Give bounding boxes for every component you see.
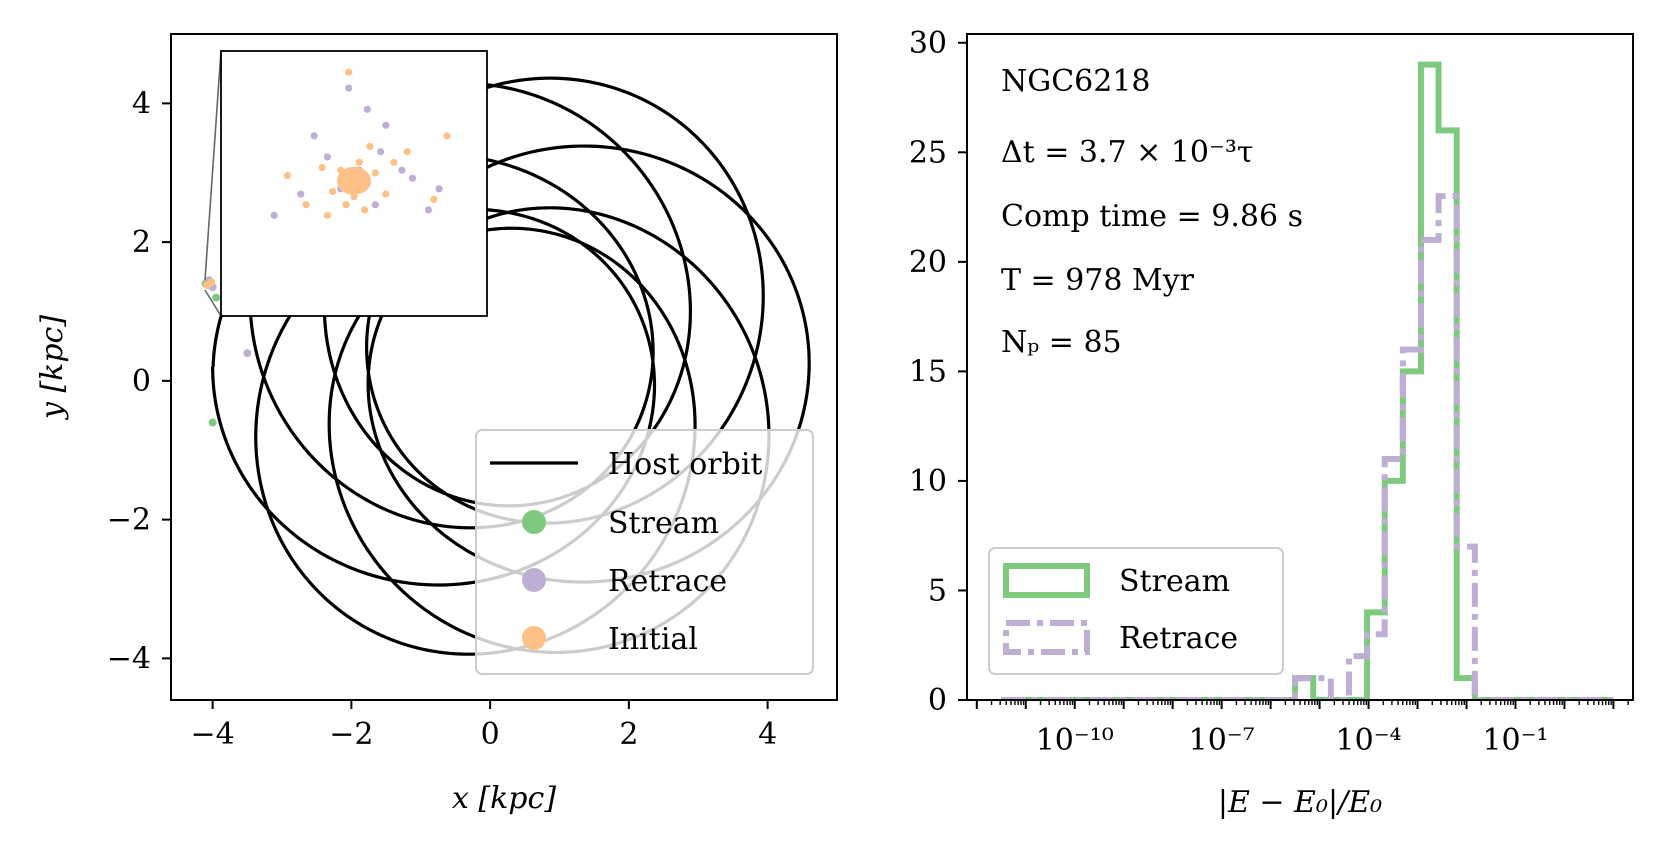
legend-retrace-patch <box>1003 620 1090 655</box>
inset-retrace-particle <box>398 166 406 174</box>
inset-retrace-particle <box>345 84 353 92</box>
left-y-axis-label: y [kpc] <box>35 315 70 421</box>
particle-clusters <box>201 276 252 427</box>
inset-initial-particle <box>403 148 411 156</box>
right-x-axis-label: |E − E₀|/E₀ <box>1218 785 1382 820</box>
left-x-tick-label: 2 <box>619 717 638 752</box>
histogram-series <box>1001 61 1614 700</box>
inset-core-cluster <box>337 166 371 195</box>
inset-initial-particle <box>382 190 390 198</box>
inset-initial-particle <box>318 164 326 172</box>
inset-initial-particle <box>283 171 292 180</box>
inset-retrace-particle <box>435 185 443 193</box>
right-x-tick-label: 10⁻¹⁰ <box>1036 723 1114 758</box>
inset-retrace-particle <box>270 211 278 219</box>
right-y-tick-label: 5 <box>928 573 947 608</box>
inset-retrace-particle <box>424 206 433 214</box>
inset-retrace-particle <box>363 105 371 113</box>
right-x-tick-label: 10⁻⁷ <box>1189 723 1255 758</box>
inset-initial-particle <box>350 193 358 201</box>
legend-stream-hist-label: Stream <box>1119 564 1230 599</box>
inset-initial-particle <box>355 158 363 166</box>
left-y-tick-label: 0 <box>132 364 151 399</box>
annotation-cluster-name: NGC6218 <box>1001 64 1151 99</box>
run-annotations: NGC6218 Δt = 3.7 × 10⁻³τ Comp time = 9.8… <box>1001 64 1303 360</box>
annotation-comp-time: Comp time = 9.86 s <box>1001 199 1303 234</box>
left-y-tick-label: 4 <box>132 86 151 121</box>
inset-initial-particle <box>443 132 451 140</box>
inset-initial-particle <box>302 201 310 209</box>
annotation-particle-count: Nₚ = 85 <box>1001 325 1122 360</box>
inset-initial-particle <box>371 169 379 177</box>
legend-host-orbit-label: Host orbit <box>608 447 762 482</box>
right-axis-ticks: 10⁻¹⁰ 10⁻⁷ 10⁻⁴ 10⁻¹ 0 5 10 15 20 25 30 <box>909 26 1629 758</box>
legend-initial-label: Initial <box>608 622 698 657</box>
legend-stream-patch <box>1003 563 1090 598</box>
inset-retrace-particle <box>297 190 305 198</box>
annotation-total-time: T = 978 Myr <box>1001 263 1195 298</box>
inset-connector-lines <box>204 50 222 317</box>
retrace-particle <box>243 349 252 358</box>
left-x-tick-label: 0 <box>481 717 500 752</box>
left-x-tick-label: −2 <box>329 717 373 752</box>
right-y-tick-label: 0 <box>928 683 947 718</box>
inset-retrace-particle <box>310 132 318 140</box>
inset-initial-particle <box>430 195 438 203</box>
right-x-tick-label: 10⁻¹ <box>1482 723 1548 758</box>
inset-initial-particle <box>323 211 331 219</box>
legend-stream-label: Stream <box>608 506 719 541</box>
stream-particle <box>208 418 217 427</box>
legend-retrace-hist-label: Retrace <box>1119 621 1238 656</box>
inset-initial-particle <box>329 187 337 196</box>
inset-retrace-particle <box>377 148 385 156</box>
right-x-tick-label: 10⁻⁴ <box>1336 723 1402 758</box>
left-x-tick-label: 4 <box>758 717 777 752</box>
right-y-tick-label: 30 <box>909 26 947 61</box>
inset-retrace-particle <box>323 153 331 161</box>
orbit-plot: Host orbit Stream Retrace Initial −4 −2 0 2… <box>35 33 838 816</box>
histogram-legend: Stream Retrace <box>988 547 1284 675</box>
right-y-tick-label: 15 <box>909 354 947 389</box>
retrace-histogram <box>1001 193 1614 700</box>
inset-retrace-particle <box>371 201 379 209</box>
inset-initial-particle <box>361 206 369 214</box>
legend-retrace-swatch <box>522 568 546 592</box>
legend-initial-swatch <box>522 626 546 650</box>
right-y-tick-label: 10 <box>909 464 947 499</box>
left-x-axis-label: x [kpc] <box>452 781 556 816</box>
annotation-timestep: Δt = 3.7 × 10⁻³τ <box>1001 135 1253 170</box>
inset-initial-particle <box>345 68 353 76</box>
inset-initial-particle <box>342 201 350 209</box>
inset-initial-particle <box>366 142 374 150</box>
inset-retrace-particle <box>382 121 390 129</box>
right-y-tick-label: 20 <box>909 245 947 280</box>
inset-retrace-particle <box>408 174 417 182</box>
left-axis-ticks: −4 −2 0 2 4 −4 −2 0 2 4 <box>107 86 777 752</box>
inset-initial-particle <box>390 158 398 166</box>
legend-stream-swatch <box>522 510 546 534</box>
energy-histogram: NGC6218 Δt = 3.7 × 10⁻³τ Comp time = 9.8… <box>909 26 1634 820</box>
initial-particle <box>207 278 216 287</box>
orbit-legend: Host orbit Stream Retrace Initial <box>475 429 814 675</box>
right-y-tick-label: 25 <box>909 135 947 170</box>
legend-retrace-label: Retrace <box>608 564 727 599</box>
left-x-tick-label: −4 <box>191 717 235 752</box>
left-y-tick-label: 2 <box>132 225 151 260</box>
left-axes-frame <box>170 33 838 701</box>
left-y-tick-label: −2 <box>107 503 151 538</box>
stream-particle <box>212 293 221 302</box>
inset-zoom-panel <box>220 50 488 317</box>
left-y-tick-label: −4 <box>107 641 151 676</box>
